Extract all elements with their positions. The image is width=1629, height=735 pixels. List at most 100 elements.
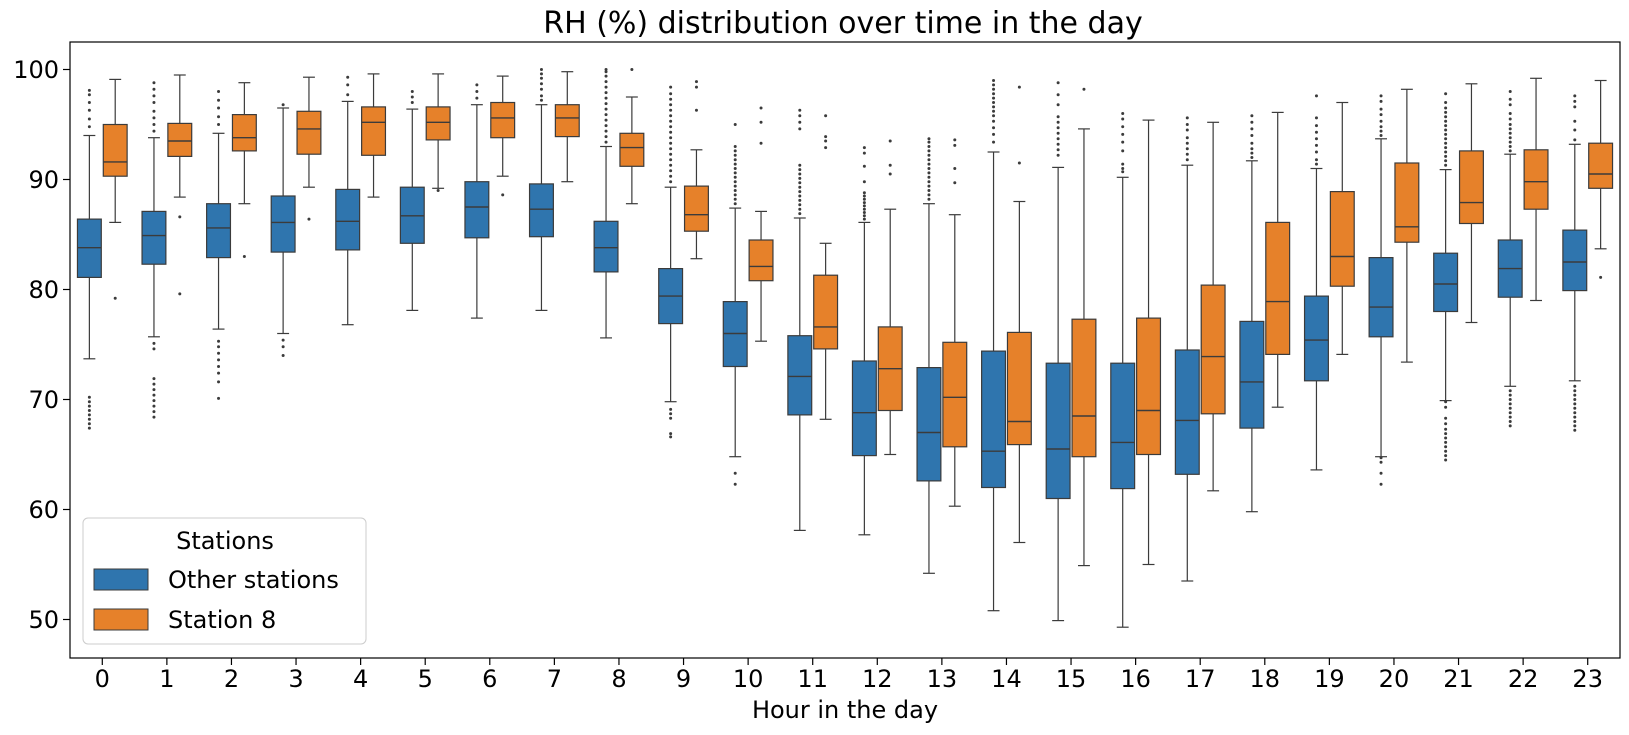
outlier-point — [152, 415, 156, 419]
outlier-point — [669, 108, 673, 112]
outlier-point — [242, 255, 246, 258]
outlier-point — [1056, 126, 1060, 130]
outlier-point — [87, 422, 91, 426]
outlier-point — [953, 167, 957, 170]
legend-swatch-station-8 — [93, 608, 149, 631]
outlier-point — [539, 76, 543, 80]
outlier-point — [539, 94, 543, 98]
box-station-8-hour-13 — [942, 138, 968, 507]
outlier-point — [87, 413, 91, 417]
outlier-point — [281, 103, 285, 107]
outlier-point — [1444, 432, 1448, 436]
x-tick-label: 23 — [1572, 665, 1603, 693]
box-iqr — [1136, 317, 1162, 456]
outlier-point — [1444, 115, 1448, 119]
outlier-point — [1508, 149, 1512, 153]
outlier-point — [1379, 107, 1383, 111]
box-iqr — [1239, 320, 1265, 429]
outlier-point — [694, 80, 698, 84]
outlier-point — [824, 146, 828, 150]
outlier-point — [733, 171, 737, 175]
outlier-point — [927, 175, 931, 179]
box-other-stations-hour-8 — [593, 68, 619, 339]
outlier-point — [217, 339, 221, 343]
outlier-point — [798, 176, 802, 180]
outlier-point — [1379, 94, 1383, 98]
outlier-point — [1185, 116, 1189, 120]
outlier-point — [862, 191, 866, 195]
outlier-point — [1444, 427, 1448, 431]
outlier-point — [927, 162, 931, 166]
outlier-point — [992, 83, 996, 87]
outlier-point — [604, 68, 608, 71]
outlier-point — [669, 163, 673, 167]
outlier-point — [694, 85, 698, 89]
outlier-point — [1121, 140, 1125, 144]
outlier-point — [217, 123, 221, 126]
outlier-point — [152, 404, 156, 408]
outlier-point — [87, 400, 91, 404]
outlier-point — [733, 158, 737, 162]
outlier-point — [113, 296, 117, 300]
outlier-point — [630, 68, 634, 71]
outlier-point — [733, 175, 737, 179]
outlier-point — [1056, 103, 1060, 107]
outlier-point — [1056, 142, 1060, 146]
outlier-point — [669, 147, 673, 151]
outlier-point — [178, 215, 182, 219]
outlier-point — [927, 171, 931, 175]
outlier-point — [1508, 402, 1512, 406]
legend-swatch-other-stations — [93, 568, 149, 591]
box-iqr — [1368, 257, 1394, 338]
outlier-point — [669, 125, 673, 129]
outlier-point — [1508, 411, 1512, 415]
outlier-point — [1314, 116, 1318, 120]
outlier-point — [888, 139, 892, 143]
outlier-point — [1444, 141, 1448, 145]
outlier-point — [1250, 127, 1254, 131]
outlier-point — [152, 109, 156, 113]
outlier-point — [862, 197, 866, 201]
outlier-point — [1508, 123, 1512, 126]
outlier-point — [759, 106, 763, 110]
outlier-point — [475, 90, 479, 93]
outlier-point — [733, 202, 737, 206]
outlier-point — [410, 90, 414, 93]
box-iqr — [490, 101, 516, 139]
x-tick-label: 17 — [1185, 665, 1216, 693]
outlier-point — [1444, 416, 1448, 420]
outlier-point — [1314, 124, 1318, 128]
outlier-point — [152, 377, 156, 381]
outlier-point — [733, 167, 737, 170]
outlier-point — [1573, 128, 1577, 132]
outlier-point — [604, 102, 608, 106]
outlier-point — [604, 91, 608, 95]
outlier-point — [1599, 275, 1603, 279]
box-station-8-hour-23 — [1588, 79, 1614, 279]
outlier-point — [1314, 130, 1318, 134]
outlier-point — [798, 190, 802, 194]
outlier-point — [1121, 170, 1125, 174]
box-other-stations-hour-11 — [787, 108, 813, 532]
box-station-8-hour-4 — [361, 73, 387, 198]
box-iqr — [1110, 362, 1136, 490]
x-tick-label: 5 — [418, 665, 433, 693]
box-other-stations-hour-5 — [399, 90, 425, 311]
outlier-point — [475, 83, 479, 87]
outlier-point — [798, 120, 802, 124]
box-other-stations-hour-4 — [335, 75, 361, 326]
outlier-point — [1444, 159, 1448, 163]
outlier-point — [1379, 134, 1383, 137]
outlier-point — [888, 172, 892, 176]
box-iqr — [425, 106, 451, 141]
outlier-point — [1508, 136, 1512, 140]
outlier-point — [501, 193, 505, 197]
outlier-point — [927, 145, 931, 148]
box-other-stations-hour-10 — [722, 123, 748, 486]
outlier-point — [733, 153, 737, 157]
outlier-point — [824, 114, 828, 118]
outlier-point — [953, 181, 957, 185]
outlier-point — [1056, 120, 1060, 124]
box-station-8-hour-18 — [1265, 111, 1291, 408]
box-station-8-hour-21 — [1458, 83, 1484, 324]
